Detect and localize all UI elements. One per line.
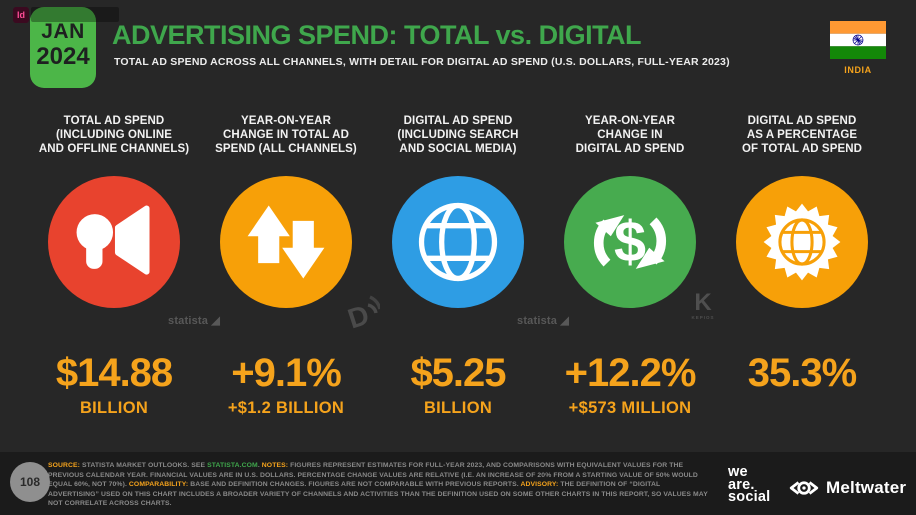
statista-watermark: statista ◢ bbox=[517, 315, 570, 327]
metric-sub-value: BILLION bbox=[79, 399, 149, 417]
svg-text:$: $ bbox=[614, 210, 646, 274]
metric-circle bbox=[220, 176, 352, 308]
metric-card-digital-share: DIGITAL AD SPEND AS A PERCENTAGE OF TOTA… bbox=[716, 114, 888, 399]
country-label: INDIA bbox=[844, 65, 872, 75]
we-are-social-logo: we are. social bbox=[728, 464, 771, 505]
titlebar-strip bbox=[31, 7, 119, 22]
page-number-badge: 108 bbox=[10, 462, 50, 502]
statista-link[interactable]: STATISTA.COM bbox=[207, 462, 258, 469]
up-down-arrows-icon bbox=[247, 205, 325, 279]
page-subtitle: TOTAL AD SPEND ACROSS ALL CHANNELS, WITH… bbox=[114, 56, 730, 68]
metric-header: DIGITAL AD SPEND (INCLUDING SEARCH AND S… bbox=[397, 115, 519, 155]
notes-label: NOTES: bbox=[261, 462, 289, 469]
metric-value: 35.3% bbox=[747, 351, 857, 395]
metric-header: YEAR-ON-YEAR CHANGE IN TOTAL AD SPEND (A… bbox=[215, 115, 357, 155]
metric-header: DIGITAL AD SPEND AS A PERCENTAGE OF TOTA… bbox=[741, 115, 863, 155]
footer-band bbox=[0, 452, 916, 515]
datareportal-watermark-icon: D bbox=[344, 295, 380, 331]
india-flag-icon bbox=[830, 21, 886, 59]
page-title: ADVERTISING SPEND: TOTAL vs. DIGITAL bbox=[112, 20, 642, 50]
source-label: SOURCE: bbox=[48, 462, 81, 469]
metric-card-digital-ad-spend: DIGITAL AD SPEND (INCLUDING SEARCH AND S… bbox=[372, 114, 544, 418]
meltwater-logo: Meltwater bbox=[787, 478, 906, 498]
country-block: INDIA bbox=[830, 21, 886, 75]
metric-sub-value: BILLION bbox=[423, 399, 493, 417]
indesign-app-icon[interactable]: Id bbox=[13, 6, 29, 23]
dollar-refresh-icon: $ bbox=[593, 210, 667, 274]
metric-card-yoy-total: YEAR-ON-YEAR CHANGE IN TOTAL AD SPEND (A… bbox=[200, 114, 372, 418]
badge-year: 2024 bbox=[36, 43, 90, 70]
metric-value: +12.2% bbox=[564, 351, 697, 395]
metric-header: YEAR-ON-YEAR CHANGE IN DIGITAL AD SPEND bbox=[575, 115, 685, 155]
metric-value: $5.25 bbox=[410, 351, 506, 395]
metric-card-total-ad-spend: TOTAL AD SPEND (INCLUDING ONLINE AND OFF… bbox=[28, 114, 200, 418]
advisory-label: ADVISORY: bbox=[520, 481, 559, 489]
meltwater-wordmark: Meltwater bbox=[826, 478, 907, 497]
metric-circle: $ bbox=[564, 176, 696, 308]
kepios-watermark: K KEPIOS bbox=[691, 289, 715, 321]
metric-value: +9.1% bbox=[231, 351, 342, 395]
megaphone-icon bbox=[76, 205, 150, 275]
metric-header: TOTAL AD SPEND (INCLUDING ONLINE AND OFF… bbox=[38, 115, 190, 155]
metric-sub-value: +$1.2 BILLION bbox=[227, 399, 345, 417]
source-footnote: SOURCE: STATISTA MARKET OUTLOOKS. SEE ST… bbox=[48, 462, 708, 508]
metric-sub-value: +$573 MILLION bbox=[568, 399, 692, 417]
metric-circle bbox=[48, 176, 180, 308]
date-badge: JAN 2024 bbox=[30, 7, 96, 88]
comparability-label: COMPARABILITY: bbox=[128, 481, 189, 489]
metric-circle bbox=[392, 176, 524, 308]
statista-watermark: statista ◢ bbox=[168, 315, 221, 327]
meltwater-eye-icon bbox=[789, 481, 819, 495]
metric-card-yoy-digital: YEAR-ON-YEAR CHANGE IN DIGITAL AD SPEND … bbox=[544, 114, 716, 418]
metric-circle bbox=[736, 176, 868, 308]
badge-month: JAN bbox=[41, 20, 85, 43]
metric-value: $14.88 bbox=[55, 351, 173, 395]
window-titlebar-artifact: Id bbox=[13, 6, 119, 23]
starburst-globe-icon bbox=[763, 203, 841, 281]
globe-icon bbox=[418, 202, 498, 282]
